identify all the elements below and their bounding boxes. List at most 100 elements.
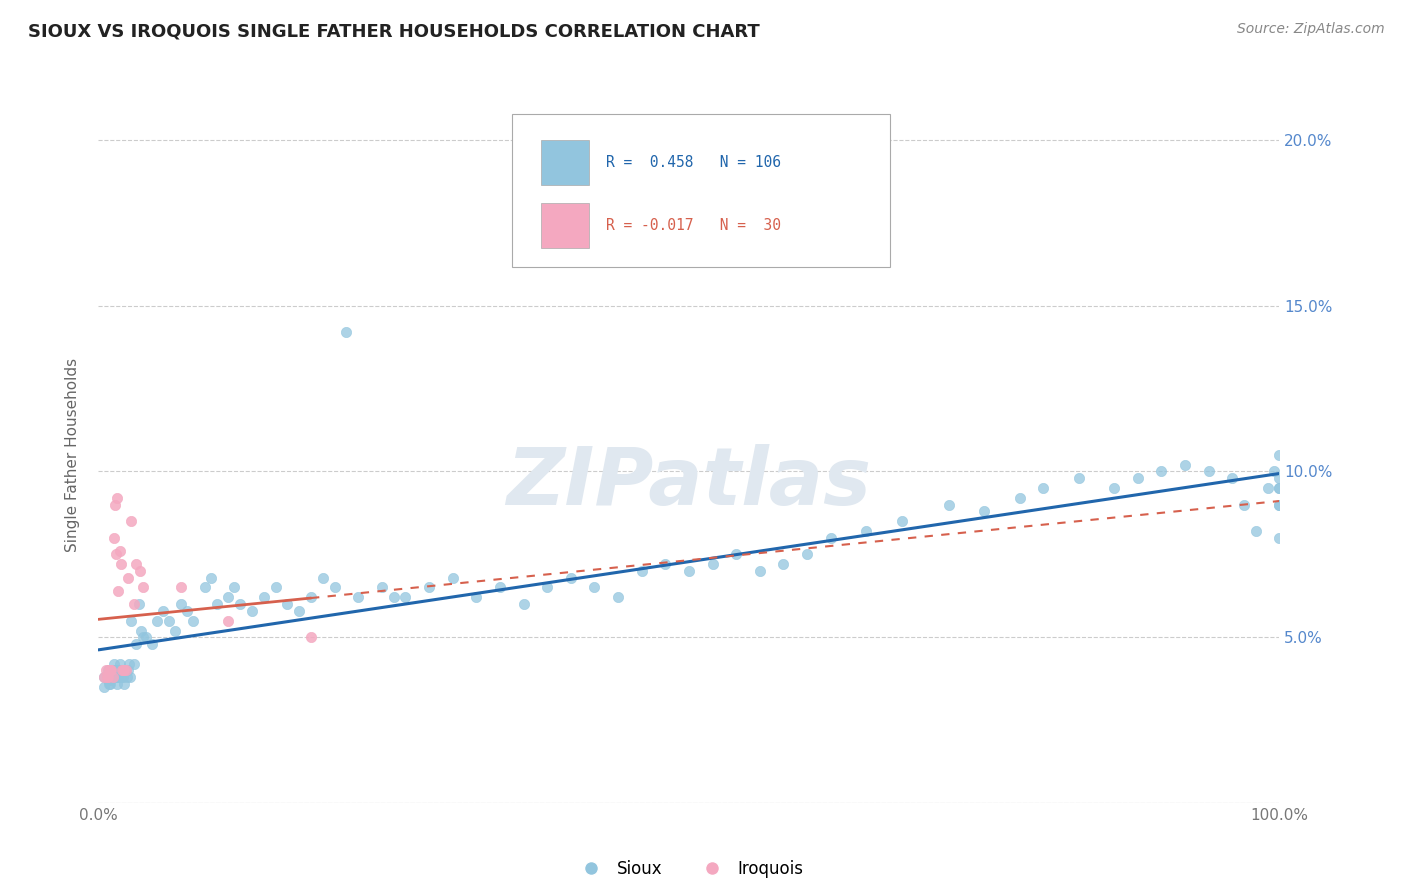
Point (128, 564, 150, 578)
Point (122, 657, 145, 671)
Point (108, 663, 131, 677)
Point (98, 663, 121, 677)
Point (288, 604, 311, 618)
Point (264, 581, 287, 595)
Point (217, 614, 239, 628)
Point (103, 531, 125, 545)
Point (112, 663, 135, 677)
Point (98, 670, 121, 684)
Point (299, 591, 322, 605)
Point (607, 591, 630, 605)
Point (132, 581, 155, 595)
Point (176, 604, 198, 618)
Point (100, 663, 122, 677)
Point (152, 604, 174, 618)
Point (323, 581, 346, 595)
Point (98, 663, 121, 677)
Point (97, 670, 120, 684)
Point (111, 663, 134, 677)
Point (253, 591, 276, 605)
Text: R =  0.458   N = 106: R = 0.458 N = 106 (606, 155, 782, 170)
Point (104, 498, 127, 512)
Point (107, 670, 129, 684)
Point (103, 663, 125, 677)
Point (229, 597, 252, 611)
Point (725, 547, 748, 561)
Point (489, 581, 512, 595)
Point (1032, 481, 1054, 495)
Point (347, 591, 370, 605)
Text: Source: ZipAtlas.com: Source: ZipAtlas.com (1237, 22, 1385, 37)
Point (93, 680, 115, 694)
Point (276, 597, 298, 611)
Point (146, 614, 169, 628)
Point (1268, 448, 1291, 462)
Point (465, 591, 488, 605)
Point (121, 614, 143, 628)
Point (512, 597, 534, 611)
Point (93, 670, 115, 684)
Point (299, 630, 322, 644)
Text: R = -0.017   N =  30: R = -0.017 N = 30 (606, 218, 782, 233)
Point (630, 564, 652, 578)
Point (118, 657, 141, 671)
Point (1257, 481, 1279, 495)
Point (1102, 481, 1125, 495)
Point (224, 581, 246, 595)
Point (97, 673, 120, 688)
Point (1268, 531, 1291, 545)
Point (165, 624, 187, 638)
Point (115, 670, 138, 684)
Point (98, 663, 121, 677)
Point (120, 670, 142, 684)
Y-axis label: Single Father Households: Single Father Households (65, 358, 80, 552)
Point (105, 676, 128, 690)
Point (1268, 498, 1291, 512)
Point (240, 604, 263, 618)
Point (117, 570, 139, 584)
Point (125, 558, 148, 572)
Point (1067, 471, 1090, 485)
Point (125, 637, 148, 651)
Point (536, 581, 558, 595)
Point (110, 670, 132, 684)
Point (1233, 498, 1256, 512)
Point (855, 524, 877, 538)
Point (98, 676, 121, 690)
Point (104, 663, 127, 677)
Point (129, 624, 152, 638)
Point (1220, 471, 1243, 485)
Point (335, 326, 357, 340)
Point (394, 591, 416, 605)
Point (217, 591, 239, 605)
Point (1244, 524, 1267, 538)
Point (1198, 465, 1220, 479)
Point (1268, 481, 1291, 495)
Point (105, 491, 128, 505)
Point (114, 663, 136, 677)
Point (654, 558, 676, 572)
Point (702, 558, 724, 572)
Point (117, 663, 139, 677)
Point (418, 581, 440, 595)
Point (122, 597, 145, 611)
FancyBboxPatch shape (541, 140, 589, 186)
Point (93, 670, 115, 684)
Point (105, 670, 128, 684)
Point (96, 670, 118, 684)
Point (1150, 465, 1173, 479)
Point (796, 547, 818, 561)
Text: SIOUX VS IROQUOIS SINGLE FATHER HOUSEHOLDS CORRELATION CHART: SIOUX VS IROQUOIS SINGLE FATHER HOUSEHOL… (28, 22, 759, 40)
Point (112, 670, 135, 684)
Point (1263, 465, 1285, 479)
Text: ZIPatlas: ZIPatlas (506, 443, 872, 522)
Point (97, 663, 120, 677)
Point (200, 570, 222, 584)
Point (110, 558, 132, 572)
Point (105, 547, 128, 561)
Point (1174, 458, 1197, 472)
Point (312, 570, 335, 584)
Point (1268, 481, 1291, 495)
Point (1268, 498, 1291, 512)
Point (170, 581, 193, 595)
